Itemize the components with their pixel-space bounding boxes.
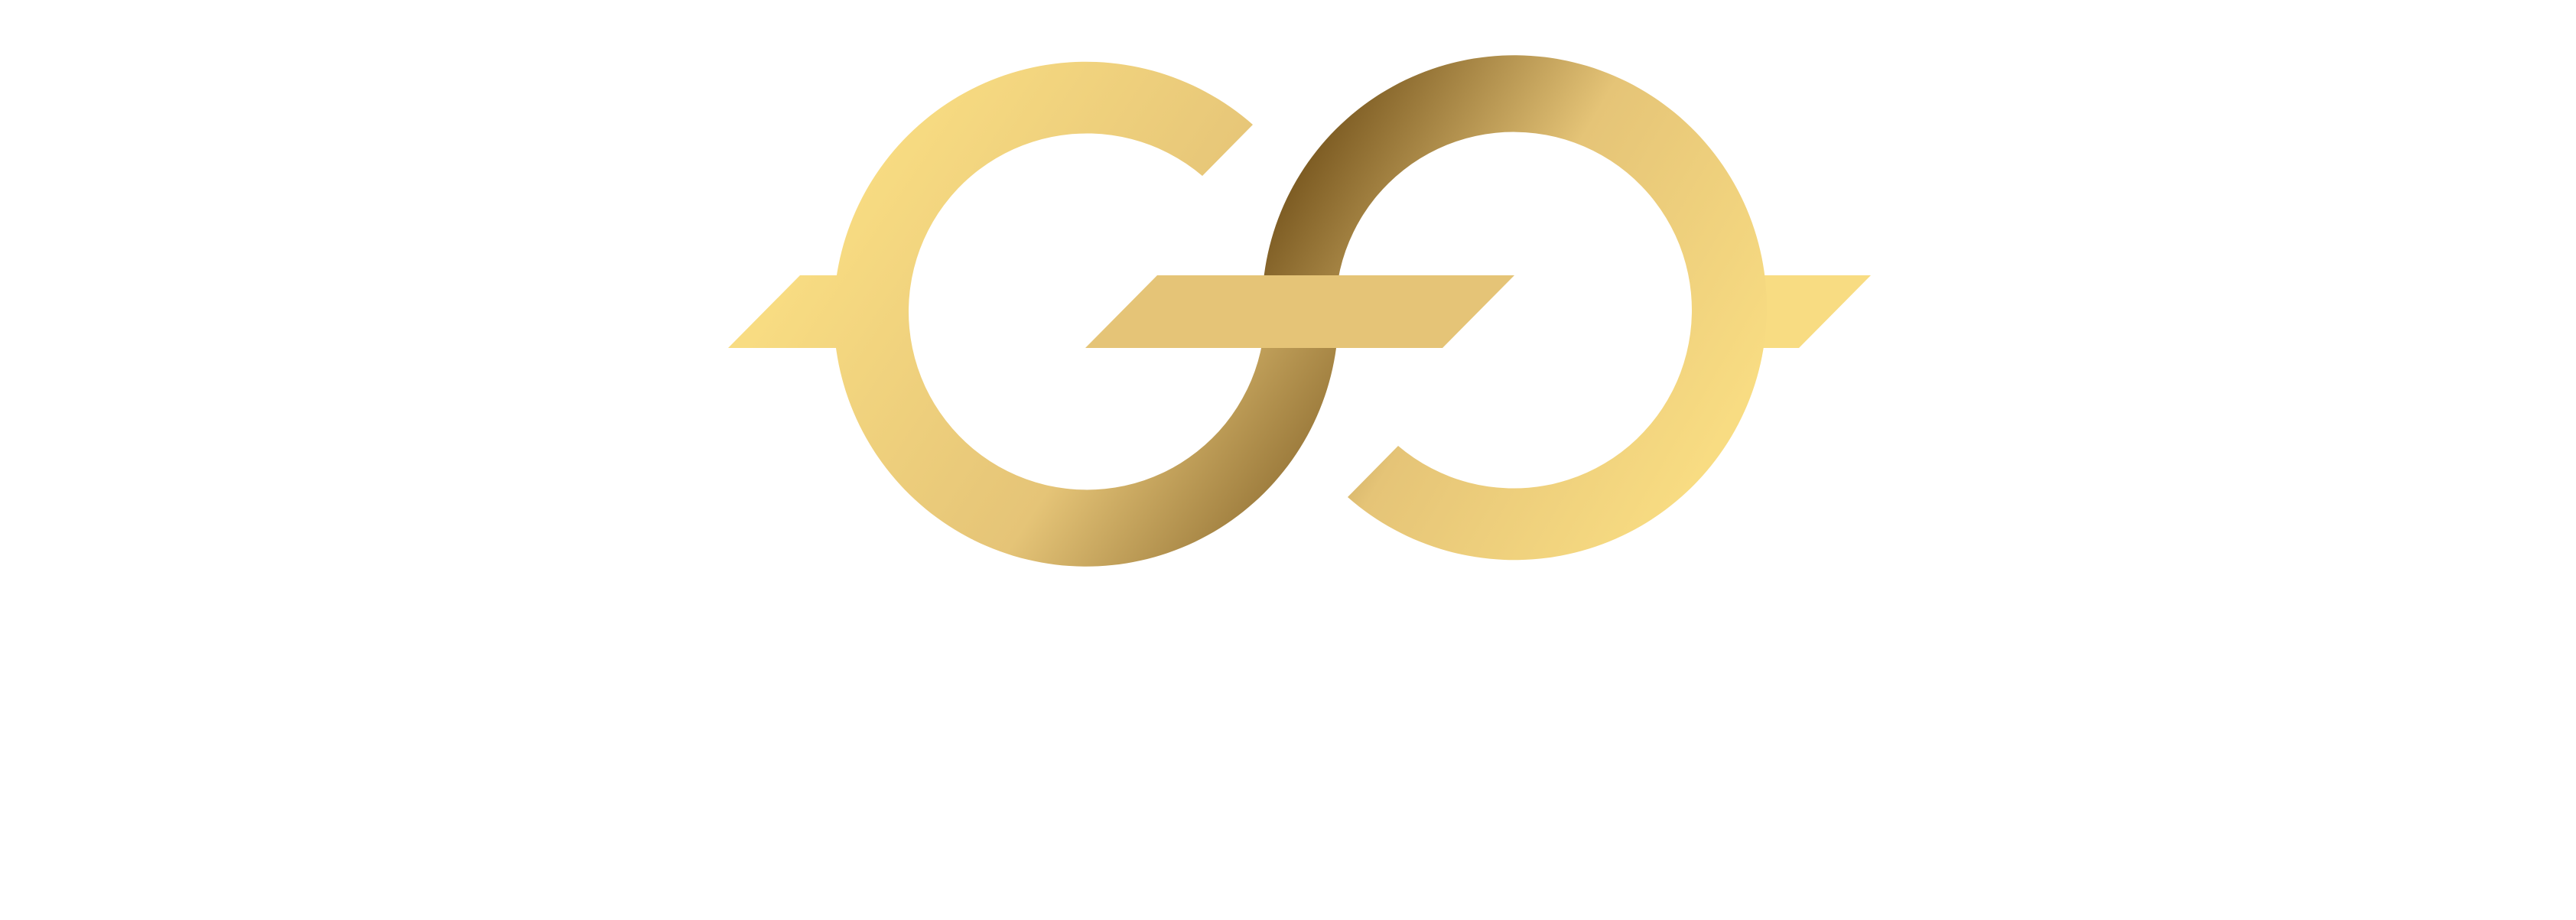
left-arm-shape (728, 275, 857, 348)
left-ring-shape (834, 61, 1339, 567)
right-ring-shape (1261, 55, 1767, 561)
center-bar-shape (1085, 275, 1514, 348)
